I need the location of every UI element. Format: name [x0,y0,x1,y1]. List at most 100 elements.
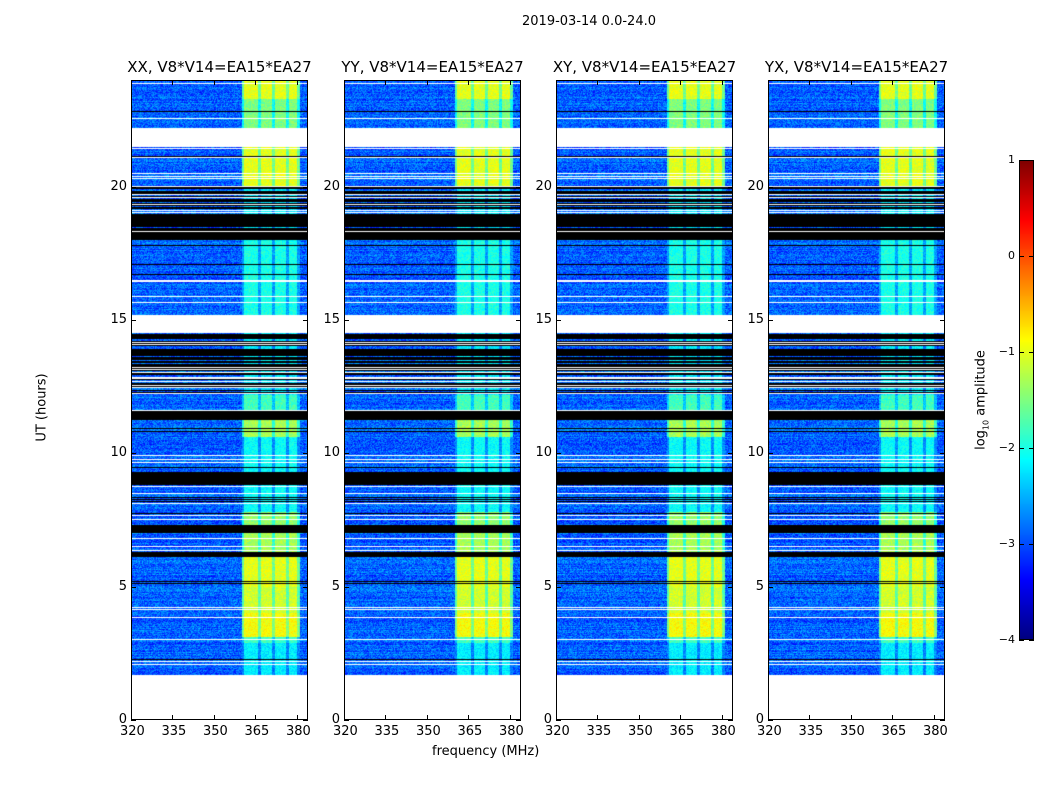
y-tick-mark [303,186,308,188]
x-tick-mark [213,80,215,85]
y-tick-mark [940,453,945,455]
y-tick-mark [303,720,308,721]
y-tick-mark [728,586,733,588]
colorbar-tick-mark [1029,352,1034,353]
x-tick-mark [892,80,894,85]
x-tick-mark [638,715,640,720]
colorbar-tick-mark [1029,160,1034,161]
y-tick-label: 20 [110,178,127,194]
panel-title: XY, V8*V14=EA15*EA27 [552,58,737,76]
x-tick-mark [597,715,599,720]
spectrogram-heatmap [344,80,521,720]
panel-title: XX, V8*V14=EA15*EA27 [127,58,312,76]
x-axis-label: frequency (MHz) [432,744,540,759]
y-tick-label: 15 [747,312,764,327]
y-tick-mark [516,586,521,588]
colorbar: 1 0 −1 −2 −3 −4 [999,153,1034,646]
y-tick-mark [556,186,561,188]
y-tick-mark [940,720,945,721]
x-tick-label: 320 [757,724,782,739]
y-tick-label: 0 [331,712,340,727]
x-tick-mark [556,715,557,720]
x-tick-mark [296,715,298,720]
x-tick-label: 320 [333,724,358,739]
y-tick-mark [131,453,136,455]
x-tick-mark [468,715,470,720]
y-tick-mark [768,320,773,321]
x-tick-label: 350 [627,724,653,739]
panel-yy: YY, V8*V14=EA15*EA27 320 335 350 365 380 0 5 10… [323,58,523,739]
y-tick-label: 10 [747,445,764,461]
colorbar-tick-label: −4 [998,633,1015,646]
colorbar-tick-label: −1 [998,345,1015,358]
x-tick-mark [597,80,599,85]
y-tick-label: 5 [543,578,552,594]
spectrogram-heatmap [556,80,733,720]
y-tick-mark [344,453,349,455]
colorbar-frame [1019,160,1034,640]
y-tick-label: 20 [323,178,340,194]
x-tick-label: 320 [545,724,570,739]
colorbar-tick-label: 0 [1008,249,1015,262]
y-tick-mark [516,453,521,455]
x-tick-mark [426,715,428,720]
x-tick-mark [296,80,298,85]
x-tick-mark [385,80,387,85]
y-tick-label: 15 [535,312,552,327]
x-tick-label: 365 [881,724,907,739]
x-tick-label: 365 [457,724,483,739]
x-tick-mark [850,715,852,720]
y-axis-label: UT (hours) [34,373,50,442]
x-tick-mark [468,80,470,85]
figure-title: 2019-03-14 0.0-24.0 [522,14,656,29]
colorbar-tick-mark [1019,640,1024,641]
y-tick-mark [344,320,349,321]
x-tick-mark [768,80,769,85]
x-tick-mark [809,80,811,85]
x-tick-mark [809,715,811,720]
x-tick-mark [721,715,723,720]
x-tick-label: 335 [586,724,612,739]
y-tick-mark [728,453,733,455]
x-tick-mark [933,80,935,85]
y-tick-label: 5 [331,578,340,594]
colorbar-tick-mark [1019,448,1024,449]
x-tick-mark [344,715,345,720]
x-tick-mark [556,80,557,85]
y-tick-label: 10 [323,445,340,461]
colorbar-tick-mark [1019,352,1024,353]
colorbar-tick-mark [1029,256,1034,257]
y-tick-mark [728,720,733,721]
y-tick-mark [728,320,733,321]
x-tick-label: 380 [710,724,736,739]
x-tick-mark [213,715,215,720]
panel-xx: XX, V8*V14=EA15*EA27 320 335 350 365 380 0 5 10… [110,58,311,739]
x-tick-label: 320 [120,724,145,739]
y-tick-label: 15 [323,312,340,327]
y-tick-label: 0 [543,712,552,727]
colorbar-tick-label: 1 [1008,153,1015,166]
colorbar-tick-mark [1029,640,1034,641]
y-tick-mark [344,720,349,721]
y-tick-label: 0 [755,712,764,727]
x-tick-label: 335 [374,724,400,739]
x-tick-mark [768,715,769,720]
colorbar-tick-label: −2 [998,441,1015,454]
y-tick-mark [303,320,308,321]
colorbar-tick-label: −3 [998,537,1015,550]
y-tick-mark [728,186,733,188]
colorbar-label: log10 amplitude [973,350,991,450]
y-tick-label: 15 [110,312,127,327]
x-tick-label: 380 [285,724,311,739]
x-tick-mark [638,80,640,85]
y-tick-label: 5 [118,578,127,594]
x-tick-label: 380 [498,724,524,739]
y-tick-mark [303,586,308,588]
y-tick-mark [556,586,561,588]
x-tick-mark [344,80,345,85]
y-tick-mark [556,320,561,321]
y-tick-label: 10 [535,445,552,461]
y-tick-mark [940,320,945,321]
x-tick-mark [509,80,511,85]
y-tick-mark [131,720,136,721]
